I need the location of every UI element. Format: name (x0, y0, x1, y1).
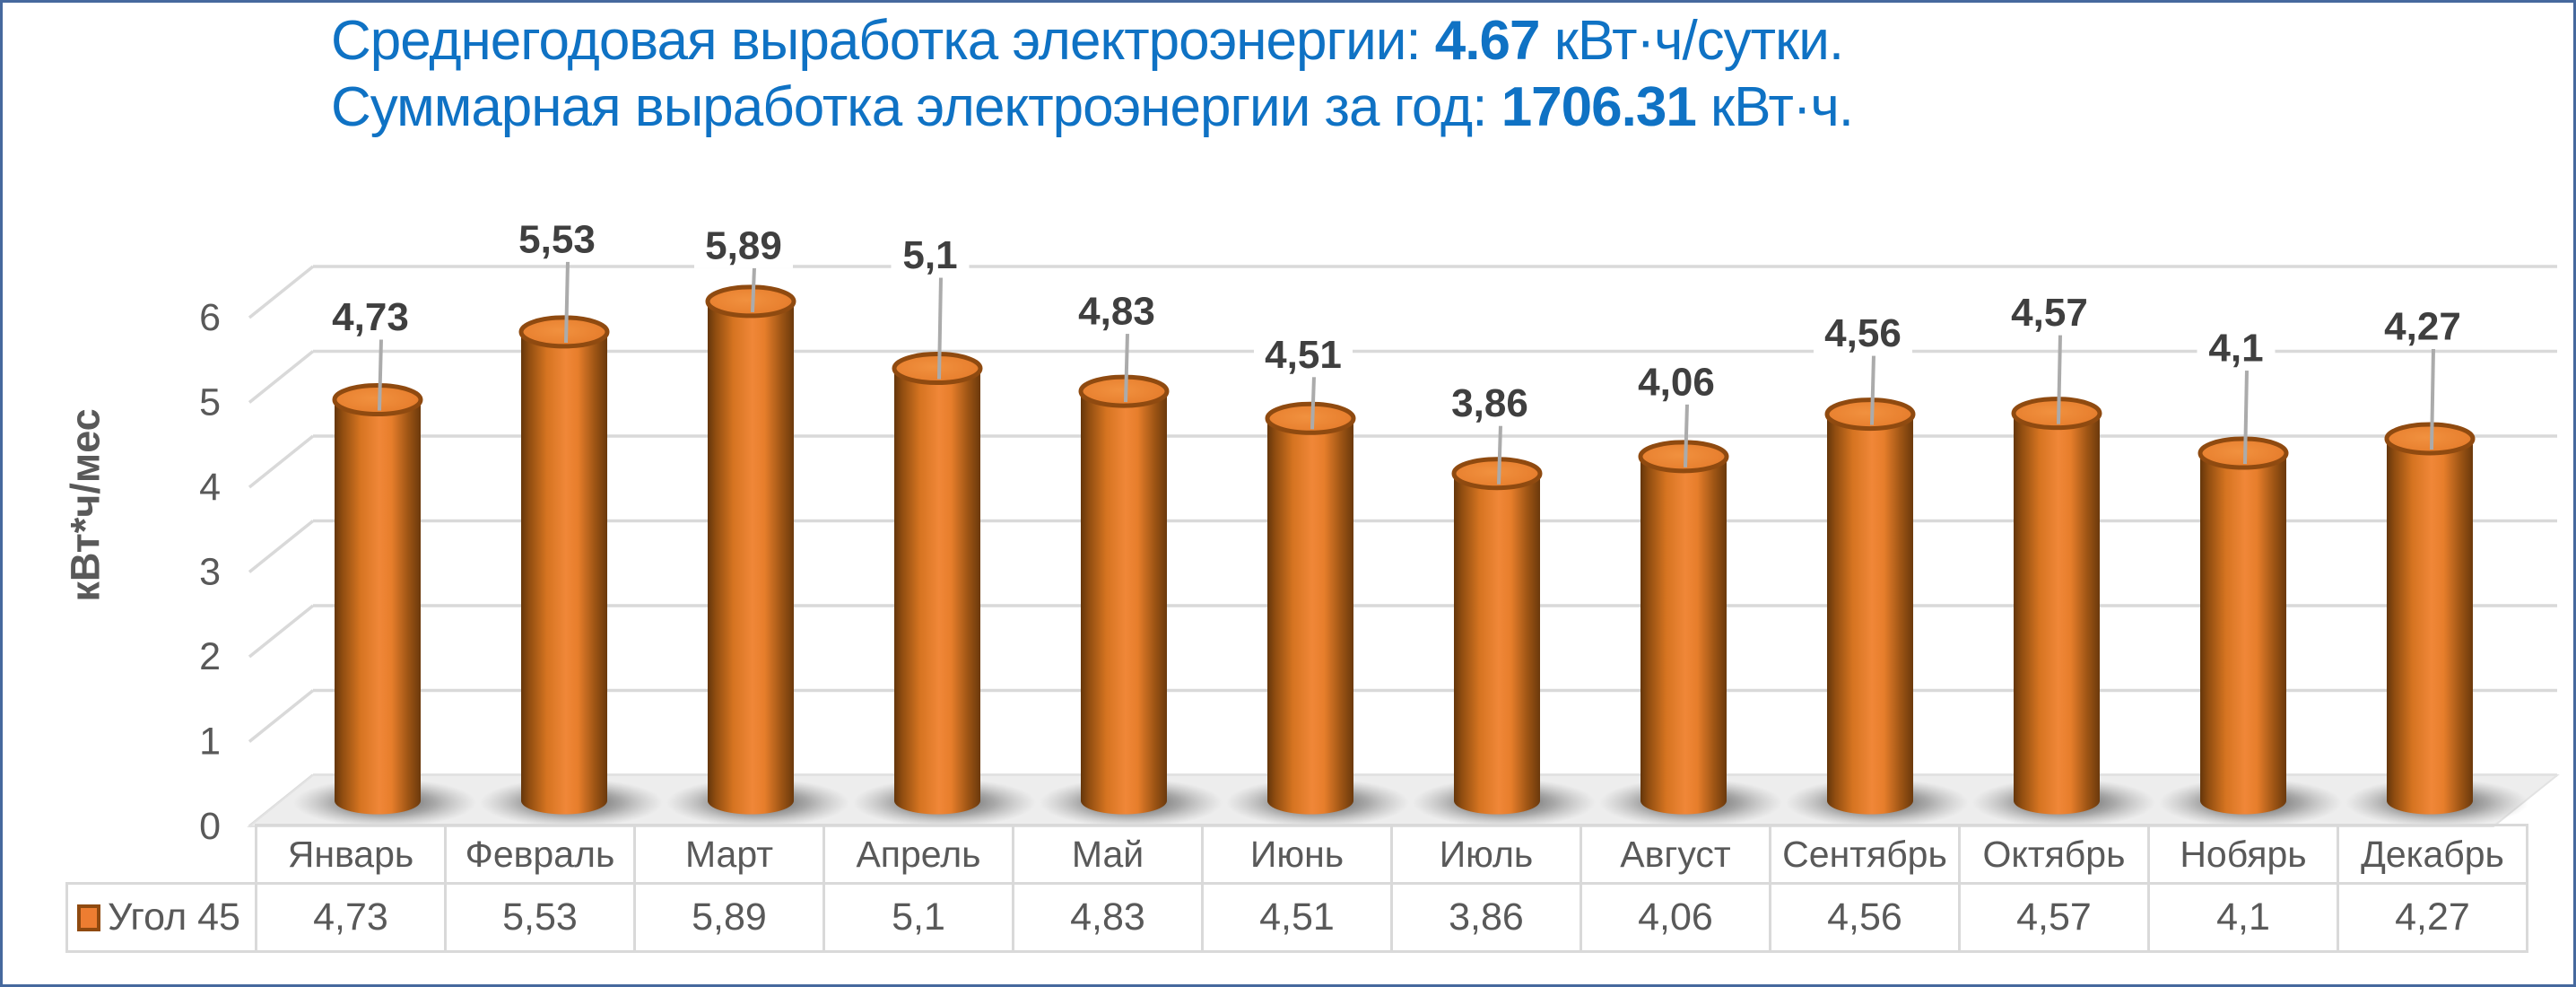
value-cell: 4,73 (255, 882, 447, 953)
label-leader-line (1684, 403, 1689, 467)
bar-top-cap (1265, 401, 1356, 435)
chart-title-line1: Среднегодовая выработка электроэнергии: … (331, 10, 1844, 72)
data-label: 4,73 (332, 295, 409, 339)
bar-cylinder (1267, 418, 1353, 801)
table-corner-blank (67, 825, 257, 884)
chart-title-line2: Суммарная выработка электроэнергии за го… (331, 76, 1854, 139)
legend-key-cell: Угол 45 (65, 882, 257, 953)
bar-top-cap (332, 383, 423, 417)
data-label: 4,57 (2011, 291, 2088, 335)
y-axis-tick: 6 (199, 296, 221, 339)
value-cell: 4,51 (1201, 882, 1393, 953)
data-label: 5,1 (902, 233, 957, 277)
value-cell: 4,83 (1012, 882, 1204, 953)
bar-cylinder (1081, 391, 1167, 801)
bar-top-cap (1078, 374, 1170, 408)
bar-cylinder (1640, 456, 1727, 801)
label-leader-line (1870, 354, 1875, 425)
value-cell: 4,06 (1580, 882, 1771, 953)
bar-top-cap (518, 315, 610, 349)
y-axis-tick: 5 (199, 381, 221, 424)
month-header-cell: Декабрь (2337, 824, 2528, 885)
label-leader-line (2430, 347, 2435, 450)
bar-top-cap (2384, 422, 2476, 456)
label-leader-line (564, 260, 570, 343)
bar-cylinder (2200, 453, 2286, 801)
y-axis-tick: 0 (199, 805, 221, 848)
y-axis-tick: 1 (199, 721, 221, 764)
label-leader-line (1310, 376, 1316, 430)
value-cell: 5,1 (822, 882, 1014, 953)
label-leader-line (378, 338, 383, 411)
month-header-cell: Май (1012, 824, 1204, 885)
bar-top-cap (892, 352, 983, 386)
data-table: Январь Февраль Март Апрель Май Июнь Июль Август… (65, 824, 2528, 953)
month-header-cell: Июль (1390, 824, 1582, 885)
data-label: 5,89 (705, 223, 782, 267)
bar-top-cap (1451, 457, 1543, 491)
plot-area-svg: 0 1 2 3 4 5 6 кВт*ч/мес 4,73 5,53 5,89 5,1 4,83 4,51 3… (63, 213, 2560, 848)
data-label: 4,1 (2208, 327, 2263, 371)
label-leader-line (751, 266, 756, 312)
month-header-cell: Август (1580, 824, 1771, 885)
avg-daily-value: 4.67 (1434, 10, 1541, 72)
bar-cylinder (335, 399, 421, 801)
bar-top-cap (1824, 397, 1916, 432)
bar-cylinder (894, 368, 980, 801)
value-cell: 4,57 (1958, 882, 2150, 953)
series-name: Угол 45 (108, 895, 240, 939)
bar-top-cap (1638, 440, 1729, 474)
bar-top-cap (2197, 436, 2289, 470)
month-header-cell: Нобярь (2147, 824, 2339, 885)
bar-cylinder (708, 301, 794, 801)
data-label: 3,86 (1451, 381, 1528, 425)
bar-cylinder (1827, 414, 1913, 801)
value-cell: 5,53 (444, 882, 636, 953)
bar-cylinder (1454, 473, 1540, 801)
label-leader-line (937, 276, 943, 380)
value-cell: 4,1 (2147, 882, 2339, 953)
label-leader-line (1497, 424, 1502, 485)
data-label: 4,83 (1078, 290, 1155, 334)
bar-cylinder (521, 331, 607, 801)
value-cell: 5,89 (633, 882, 825, 953)
data-label: 4,27 (2384, 304, 2461, 348)
label-leader-line (2243, 370, 2249, 465)
value-cell: 3,86 (1390, 882, 1582, 953)
data-label: 4,51 (1265, 333, 1342, 377)
y-axis-tick: 4 (199, 466, 221, 509)
bar-top-cap (2011, 397, 2102, 431)
month-header-cell: Октябрь (1958, 824, 2150, 885)
month-header-cell: Апрель (822, 824, 1014, 885)
month-header-cell: Январь (255, 824, 447, 885)
data-label: 5,53 (518, 217, 596, 261)
bar-cylinder (2387, 438, 2473, 801)
month-header-cell: Сентябрь (1769, 824, 1961, 885)
y-axis-title: кВт*ч/мес (63, 408, 109, 601)
label-leader-line (2057, 334, 2062, 424)
y-axis-tick: 2 (199, 635, 221, 678)
value-cell: 4,56 (1769, 882, 1961, 953)
value-cell: 4,27 (2337, 882, 2528, 953)
month-header-cell: Июнь (1201, 824, 1393, 885)
data-label: 4,56 (1824, 311, 1902, 355)
data-label: 4,06 (1638, 360, 1715, 404)
yearly-total-value: 1706.31 (1501, 76, 1697, 139)
bar-top-cap (705, 284, 796, 319)
month-header-cell: Март (633, 824, 825, 885)
chart-title: Среднегодовая выработка электроэнергии: … (331, 8, 1854, 142)
month-header-cell: Февраль (444, 824, 636, 885)
legend-color-swatch-icon (77, 904, 100, 931)
label-leader-line (1124, 333, 1129, 403)
bar-cylinder (2014, 413, 2100, 801)
y-axis-tick: 3 (199, 551, 221, 594)
